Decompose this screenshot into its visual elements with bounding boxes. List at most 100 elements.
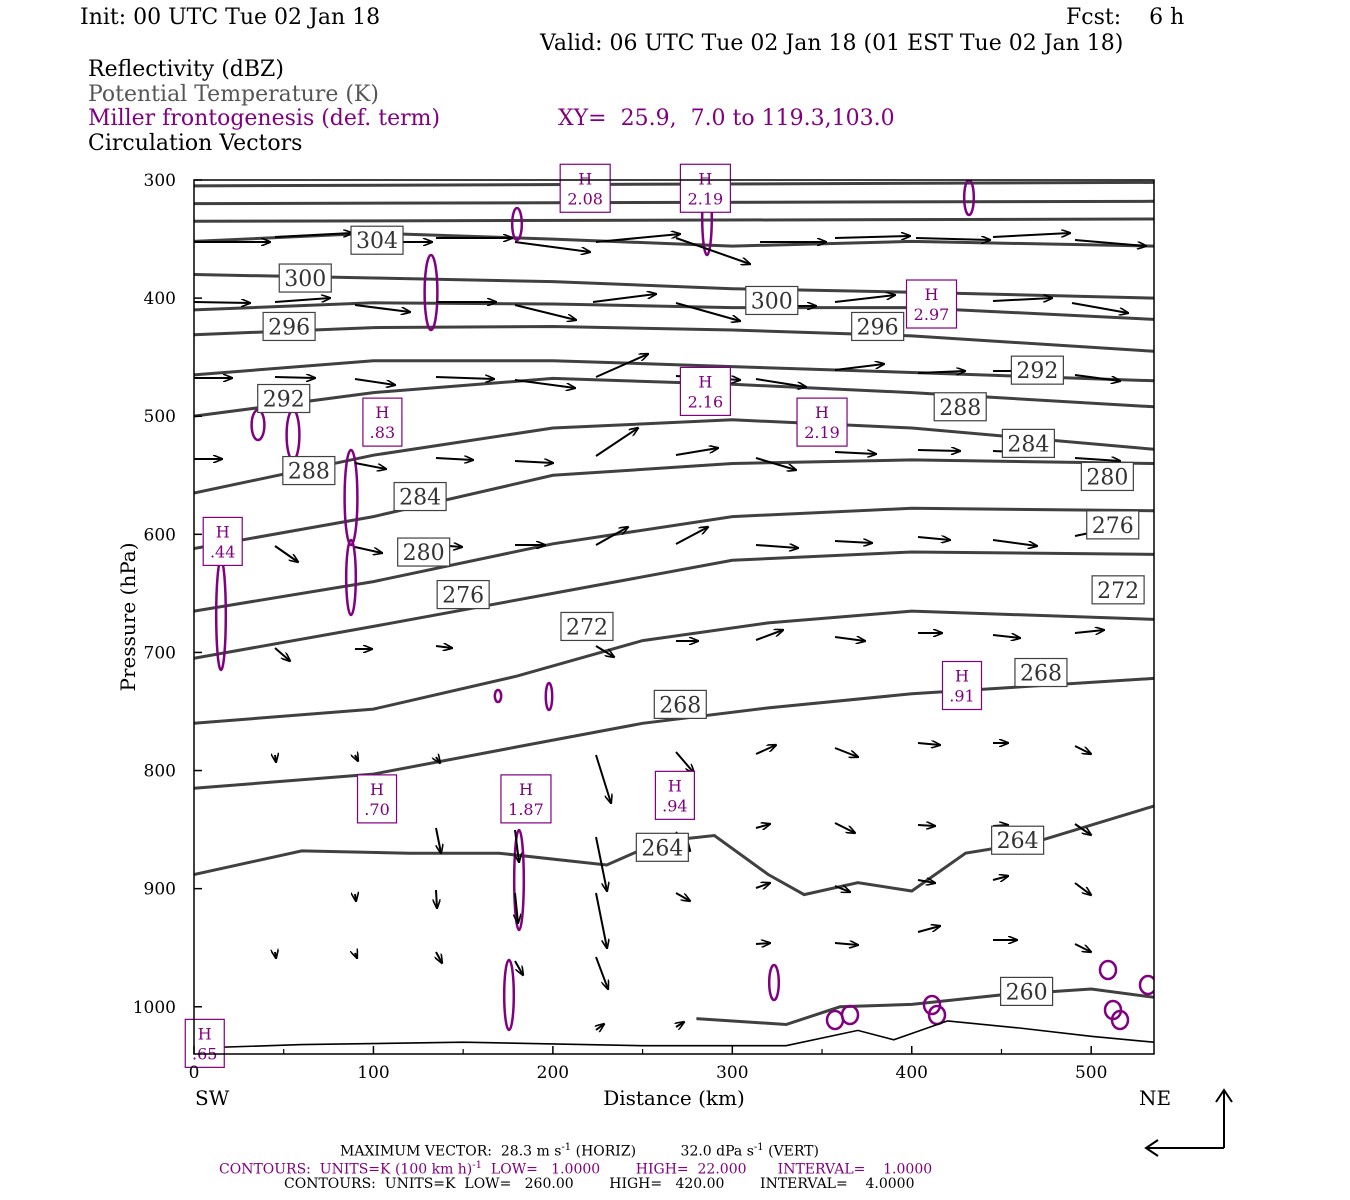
circulation-vector bbox=[834, 943, 858, 945]
circulation-vector bbox=[917, 371, 965, 373]
circulation-vector bbox=[274, 298, 330, 303]
circulation-vector bbox=[675, 751, 694, 773]
x-tick-label: 300 bbox=[716, 1063, 748, 1083]
theta-isentrope bbox=[194, 506, 1154, 613]
circulation-vector bbox=[436, 757, 440, 763]
maximum-value: 2.97 bbox=[914, 305, 950, 324]
theta-contour-label: 292 bbox=[257, 383, 311, 414]
terrain-line bbox=[194, 1020, 1154, 1049]
circulation-vector bbox=[275, 755, 276, 762]
frontogenesis-maximum: H.44 bbox=[202, 516, 243, 567]
frontogenesis-contour bbox=[825, 1009, 845, 1031]
circulation-vector bbox=[917, 825, 935, 826]
circulation-vector bbox=[834, 452, 876, 454]
contour-label-text: 284 bbox=[399, 486, 441, 511]
contour-label-text: 300 bbox=[751, 289, 793, 314]
theta-isentrope bbox=[194, 359, 1154, 383]
frontogenesis-contour bbox=[502, 958, 516, 1032]
maximum-vector-note: MAXIMUM VECTOR: 28.3 m s-1 (HORIZ) 32.0 … bbox=[340, 1142, 819, 1160]
circulation-vector bbox=[755, 545, 798, 548]
circulation-vector bbox=[592, 294, 656, 303]
frontogenesis-maximum: H.70 bbox=[356, 774, 398, 824]
circulation-vector bbox=[354, 546, 382, 553]
frontogenesis-contour bbox=[423, 253, 439, 332]
frontogenesis-contour bbox=[1098, 959, 1118, 981]
theta-contour-label: 264 bbox=[635, 832, 689, 862]
theta-contour-label: 284 bbox=[1001, 428, 1055, 458]
contour-label-text: 276 bbox=[442, 584, 484, 609]
theta-contour-label: 284 bbox=[393, 481, 447, 512]
frontogenesis-maximum: H2.97 bbox=[905, 279, 958, 329]
frontogenesis-maximum: H.91 bbox=[941, 660, 983, 711]
circulation-vector bbox=[755, 883, 770, 888]
maximum-marker: H bbox=[519, 780, 533, 799]
contour-label-text: 272 bbox=[1097, 579, 1139, 604]
circulation-vector bbox=[436, 951, 442, 963]
contour-labels: 304 300 300 296 296 292 292 288 288 284 284 280 280 2… bbox=[184, 163, 1145, 1068]
circulation-vector bbox=[915, 238, 990, 240]
valid-time: Valid: 06 UTC Tue 02 Jan 18 (01 EST Tue … bbox=[540, 31, 1124, 56]
circulation-vector bbox=[675, 237, 750, 264]
circulation-vector bbox=[595, 836, 607, 891]
circulation-vector bbox=[514, 304, 576, 320]
maximum-marker: H bbox=[925, 285, 939, 304]
circulation-vector bbox=[595, 645, 614, 657]
frontogenesis-maximum: H.65 bbox=[184, 1018, 225, 1068]
circulation-vector bbox=[514, 960, 523, 975]
maximum-value: .83 bbox=[370, 423, 395, 442]
contour-label-text: 300 bbox=[284, 267, 326, 292]
contour-label-text: 296 bbox=[857, 315, 899, 340]
theta-contour-label: 268 bbox=[1014, 657, 1068, 688]
circulation-vector bbox=[992, 635, 1020, 638]
plot-frame bbox=[193, 179, 1155, 1055]
y-tick-label: 400 bbox=[144, 289, 176, 309]
theta-contour-label: 288 bbox=[933, 392, 987, 422]
circulation-vector bbox=[675, 892, 690, 901]
frontogenesis-maximum: H2.19 bbox=[796, 397, 848, 447]
frontogenesis-maximum: H.94 bbox=[654, 770, 695, 820]
contour-label-text: 264 bbox=[641, 836, 683, 861]
circulation-vector bbox=[436, 889, 437, 908]
theta-contour-label: 276 bbox=[1086, 510, 1140, 540]
circulation-vector bbox=[514, 379, 575, 388]
theta-contour-label: 292 bbox=[1010, 355, 1064, 385]
y-tick-label: 300 bbox=[144, 171, 176, 191]
theta-isentrope bbox=[194, 676, 1154, 790]
frontogenesis-maximum: H2.16 bbox=[679, 366, 732, 417]
theta-contour-label: 304 bbox=[350, 225, 404, 255]
maximum-marker: H bbox=[815, 403, 829, 422]
circulation-vector bbox=[1074, 239, 1146, 246]
theta-contour-label: 276 bbox=[436, 579, 490, 610]
circulation-vector bbox=[992, 876, 1008, 880]
maximum-value: 2.19 bbox=[688, 189, 724, 208]
circulation-vector bbox=[917, 450, 960, 451]
circulation-vector bbox=[834, 236, 910, 238]
circulation-vector bbox=[834, 886, 850, 892]
theta-isentrope bbox=[194, 301, 1154, 321]
maximum-marker: H bbox=[375, 403, 389, 422]
theta-isentrope bbox=[194, 609, 1154, 725]
frontogenesis-contour bbox=[512, 828, 526, 932]
circulation-vector bbox=[514, 241, 590, 252]
theta-contour-label: 268 bbox=[653, 689, 707, 720]
circulation-vector bbox=[274, 545, 298, 562]
cross-section-xy: XY= 25.9, 7.0 to 119.3,103.0 bbox=[558, 106, 895, 131]
circulation-vector bbox=[595, 354, 648, 378]
theta-contour-label: 296 bbox=[262, 311, 316, 342]
theta-contour-label: 272 bbox=[560, 611, 614, 642]
circulation-vector bbox=[834, 747, 858, 757]
circulation-vector bbox=[595, 956, 608, 989]
reference-vector-icon bbox=[1144, 1088, 1233, 1157]
circulation-vectors bbox=[194, 233, 1146, 1030]
frontogenesis-contour bbox=[544, 681, 554, 712]
field-vectors: Circulation Vectors bbox=[88, 131, 303, 156]
contour-label-text: 272 bbox=[566, 615, 608, 640]
circulation-vector bbox=[917, 926, 940, 933]
circulation-vector bbox=[596, 1024, 604, 1030]
maximum-marker: H bbox=[216, 522, 230, 541]
theta-contour-label: 280 bbox=[397, 537, 451, 567]
frontogenesis-maximum: H2.19 bbox=[679, 163, 732, 213]
theta-contour-label: 296 bbox=[851, 311, 905, 342]
contour-label-text: 296 bbox=[268, 315, 310, 340]
circulation-vector bbox=[755, 824, 770, 828]
